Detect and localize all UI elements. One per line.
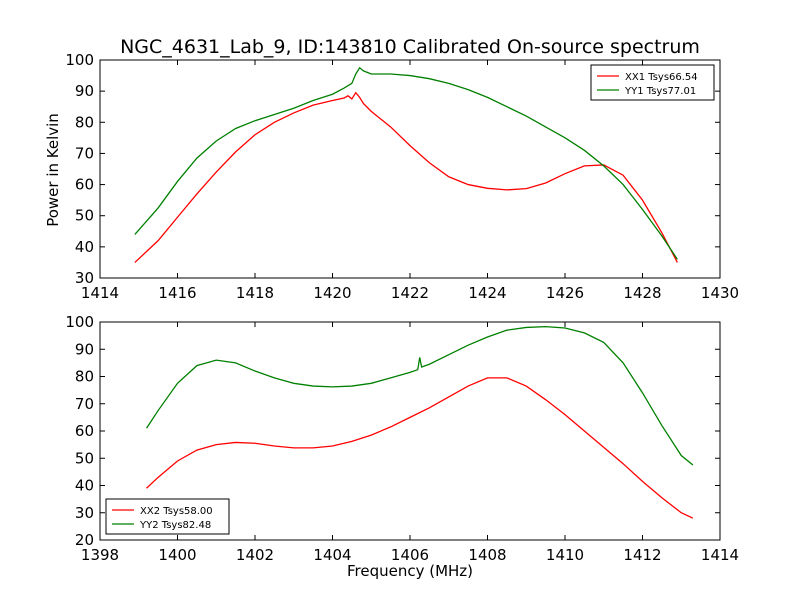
y-tick-label: 100	[65, 313, 94, 331]
top-panel: 1414 1416 1418 1420 1422 1424 1426 1428 1430 30 40…	[65, 51, 739, 302]
top-ylabel: Power in Kelvin	[44, 113, 62, 227]
legend: XX1 Tsys66.54 YY1 Tsys77.01	[590, 64, 715, 101]
y-tick-label: 40	[75, 238, 94, 256]
legend-entry: YY1 Tsys77.01	[624, 86, 696, 97]
legend: XX2 Tsys58.00 YY2 Tsys82.48	[105, 498, 230, 535]
x-tick-label: 1416	[158, 284, 196, 302]
x-tick-label: 1406	[391, 546, 429, 564]
x-tick-label: 1428	[623, 284, 661, 302]
x-tick-label: 1418	[236, 284, 274, 302]
x-tick-label: 1400	[158, 546, 196, 564]
y-tick-label: 90	[75, 82, 94, 100]
y-tick-label: 30	[75, 269, 94, 287]
legend-entry: XX2 Tsys58.00	[140, 506, 213, 517]
y-tick-label: 70	[75, 395, 94, 413]
y-tick-label: 50	[75, 449, 94, 467]
x-tick-label: 1422	[391, 284, 429, 302]
series-line-0-0	[134, 91, 678, 263]
y-tick-label: 90	[75, 340, 94, 358]
y-tick-label: 60	[75, 176, 94, 194]
xlabel: Frequency (MHz)	[347, 562, 473, 580]
x-tick-label: 1430	[701, 284, 739, 302]
x-tick-label: 1424	[468, 284, 506, 302]
x-tick-label: 1402	[236, 546, 274, 564]
x-tick-label: 1414	[81, 284, 119, 302]
legend-entry: XX1 Tsys66.54	[625, 72, 698, 83]
y-tick-label: 60	[75, 422, 94, 440]
series-line-1-0	[146, 377, 694, 519]
chart-title: NGC_4631_Lab_9, ID:143810 Calibrated On-…	[120, 36, 700, 58]
bottom-panel: 1398 1400 1402 1404 1406 1408 1410 1412 1414 20 30…	[65, 313, 739, 564]
y-tick-label: 50	[75, 207, 94, 225]
x-tick-label: 1412	[623, 546, 661, 564]
x-tick-label: 1398	[81, 546, 119, 564]
x-tick-label: 1414	[701, 546, 739, 564]
y-tick-label: 70	[75, 144, 94, 162]
y-tick-label: 80	[75, 113, 94, 131]
series-line-0-1	[134, 66, 678, 260]
x-tick-label: 1404	[313, 546, 351, 564]
y-tick-label: 80	[75, 368, 94, 386]
y-tick-label: 40	[75, 477, 94, 495]
legend-entry: YY2 Tsys82.48	[139, 520, 211, 531]
x-tick-label: 1410	[546, 546, 584, 564]
x-tick-label: 1408	[468, 546, 506, 564]
y-tick-label: 30	[75, 504, 94, 522]
legend-box	[590, 64, 715, 101]
x-tick-label: 1426	[546, 284, 584, 302]
y-tick-label: 100	[65, 51, 94, 69]
legend-box	[105, 498, 230, 535]
y-tick-label: 20	[75, 531, 94, 549]
x-tick-label: 1420	[313, 284, 351, 302]
series-line-1-1	[145, 325, 694, 466]
